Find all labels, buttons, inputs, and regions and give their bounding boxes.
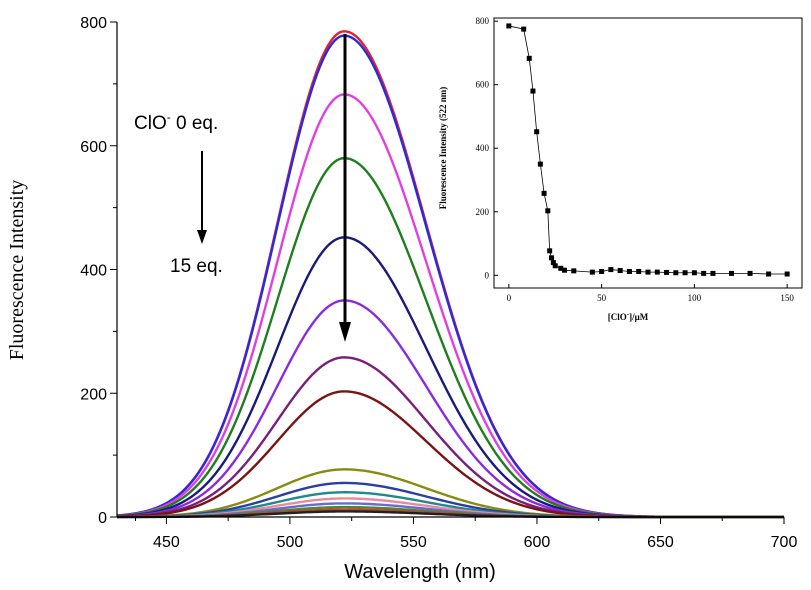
inset-y-tick-label: 800: [476, 16, 490, 26]
inset-point: [534, 129, 540, 135]
inset-point: [550, 260, 556, 266]
inset-axes: 0 50 100 150 0 200 400 600 800: [476, 16, 803, 303]
inset-background: [480, 4, 811, 334]
y-tick-label: 400: [80, 263, 107, 280]
inset-point: [506, 23, 512, 29]
y-tick-label: 0: [98, 510, 107, 527]
inset-x-tick-label: 100: [688, 293, 702, 303]
peak-arrow-head: [339, 322, 351, 342]
annotation-start: ClO- 0 eq.: [134, 110, 218, 134]
inset-x-axis-title-suffix: ]/μM: [629, 312, 649, 322]
inset-point: [530, 88, 536, 94]
inset-point: [552, 263, 558, 269]
inset-x-axis-title-superscript: -: [627, 310, 630, 318]
inset-point: [682, 270, 688, 276]
inset-point: [710, 270, 716, 276]
inset-point: [549, 255, 555, 261]
inset-x-axis-title: [ClO-]/μM: [608, 310, 649, 322]
series-line-7: [116, 390, 784, 519]
y-tick-label: 800: [80, 15, 107, 32]
inset-point: [537, 161, 543, 167]
inset-series: [506, 23, 790, 277]
inset-point: [617, 268, 623, 274]
inset-x-axis-title-label: [ClO: [608, 312, 627, 322]
inset-point: [728, 270, 734, 276]
inset-point: [521, 26, 527, 32]
inset-chart: 0 50 100 150 0 200 400 600 800 [ClO-]/μM Fluores…: [438, 4, 811, 334]
annotation-start-suffix: 0 eq.: [171, 113, 219, 134]
inset-point: [784, 271, 790, 277]
inset-point: [654, 269, 660, 275]
x-axis-title: Wavelength (nm): [344, 561, 496, 583]
inset-point: [599, 268, 605, 274]
inset-y-tick-label: 400: [476, 143, 490, 153]
inset-y-tick-label: 600: [476, 80, 490, 90]
annotation-start-superscript: -: [167, 110, 171, 124]
inset-y-tick-label: 0: [485, 270, 490, 280]
inset-x-tick-label: 150: [780, 293, 794, 303]
inset-point: [571, 268, 577, 274]
inset-point: [545, 208, 551, 214]
y-axis-title: Fluorescence Intensity: [6, 180, 28, 361]
x-tick-label: 500: [277, 534, 304, 551]
x-tick-label: 600: [524, 534, 551, 551]
inset-point: [608, 267, 614, 273]
inset-point: [626, 268, 632, 274]
inset-point: [589, 269, 595, 275]
inset-point: [558, 265, 564, 271]
inset-point: [691, 270, 697, 276]
inset-x-tick-label: 0: [507, 293, 512, 303]
inset-point: [645, 269, 651, 275]
x-tick-label: 450: [153, 534, 180, 551]
inset-point: [541, 190, 547, 196]
x-tick-label: 550: [400, 534, 427, 551]
inset-point: [747, 270, 753, 276]
inset-point: [562, 267, 568, 273]
inset-frame: [493, 17, 803, 289]
annotation-arrow-head: [197, 230, 207, 244]
inset-x-tick-label: 50: [597, 293, 607, 303]
inset-y-tick-label: 200: [476, 207, 490, 217]
x-tick-label: 700: [771, 534, 798, 551]
annotation-end: 15 eq.: [170, 256, 223, 277]
x-tick-label: 650: [647, 534, 674, 551]
inset-point: [673, 270, 679, 276]
inset-point: [664, 269, 670, 275]
annotation-start-label: ClO: [134, 113, 167, 134]
y-tick-label: 200: [80, 386, 107, 403]
inset-y-axis-title: Fluorescence Intensity (522 nm): [438, 87, 448, 210]
inset-point: [766, 271, 772, 277]
inset-point: [526, 55, 532, 61]
inset-point: [636, 268, 642, 274]
y-tick-label: 600: [80, 139, 107, 156]
inset-point: [547, 248, 553, 254]
inset-point: [701, 270, 707, 276]
